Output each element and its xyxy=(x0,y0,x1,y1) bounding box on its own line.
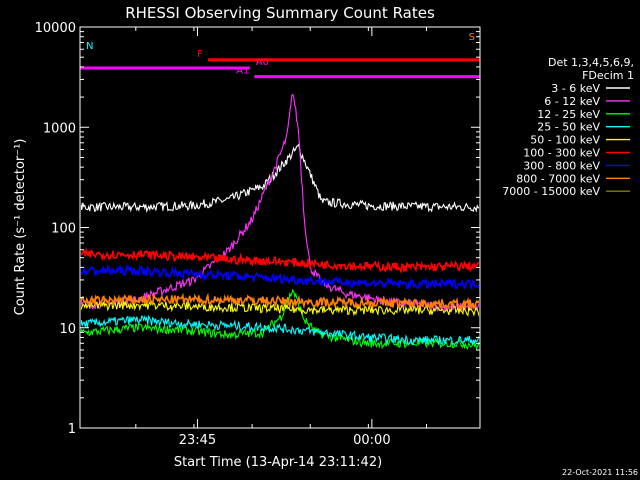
series-line xyxy=(81,299,479,318)
x-tick-label: 00:00 xyxy=(353,433,390,448)
y-tick-label: 10000 xyxy=(35,21,76,36)
y-tick-label: 1000 xyxy=(43,121,76,136)
flag-label: A1 xyxy=(236,66,249,77)
legend-header: FDecim 1 xyxy=(582,69,634,82)
legend-entry-label: 300 - 800 keV xyxy=(523,159,600,172)
series-line xyxy=(81,143,479,214)
flag-label: A0 xyxy=(256,57,269,68)
series-line xyxy=(81,288,479,351)
series-line xyxy=(81,246,479,274)
legend-entry-label: 800 - 7000 keV xyxy=(516,172,600,185)
y-tick-label: 1 xyxy=(68,422,76,437)
footer-timestamp: 22-Oct-2021 11:56 xyxy=(562,468,638,477)
legend-entry-label: 100 - 300 keV xyxy=(523,147,600,160)
y-tick-label: 10 xyxy=(59,322,76,337)
legend-entry-label: 12 - 25 keV xyxy=(537,108,600,121)
flag-label: N xyxy=(86,41,93,52)
y-axis-label: Count Rate (s⁻¹ detector⁻¹) xyxy=(13,139,28,316)
series-line xyxy=(81,292,479,311)
flag-label: S xyxy=(469,32,475,43)
chart-title: RHESSI Observing Summary Count Rates xyxy=(125,4,435,22)
x-tick-label: 23:45 xyxy=(179,433,216,448)
legend-entry-label: 7000 - 15000 keV xyxy=(502,185,600,198)
flag-label: F xyxy=(197,49,203,60)
legend-entry-label: 6 - 12 keV xyxy=(544,95,600,108)
series-line xyxy=(81,263,479,291)
legend-entry-label: 25 - 50 keV xyxy=(537,121,600,134)
series-line xyxy=(81,314,479,346)
legend-header: Det 1,3,4,5,6,9, xyxy=(548,56,634,69)
x-axis-label: Start Time (13-Apr-14 23:11:42) xyxy=(174,455,382,470)
legend-entry-label: 3 - 6 keV xyxy=(551,82,600,95)
legend-entry-label: 50 - 100 keV xyxy=(530,134,600,147)
plot-area xyxy=(81,93,479,351)
axes: N A0 F A1 S 1 10 100 1000 10000 23:45 00:00 xyxy=(35,21,481,448)
y-tick-label: 100 xyxy=(51,222,76,237)
